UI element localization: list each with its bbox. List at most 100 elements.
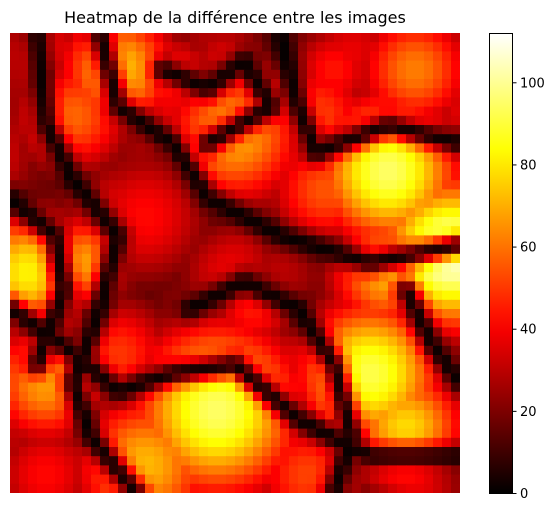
heatmap-cell: [316, 456, 326, 466]
heatmap-cell: [226, 51, 236, 62]
heatmap-cell: [343, 290, 353, 301]
heatmap-cell: [388, 419, 398, 430]
heatmap-cell: [226, 447, 236, 457]
heatmap-cell: [379, 391, 389, 402]
heatmap-cell: [388, 207, 398, 218]
heatmap-cell: [397, 355, 407, 365]
heatmap-cell: [451, 42, 460, 52]
heatmap-cell: [55, 437, 65, 448]
heatmap-cell: [424, 244, 434, 255]
heatmap-cell: [298, 189, 308, 200]
heatmap-cell: [136, 106, 146, 117]
heatmap-cell: [109, 207, 119, 218]
heatmap-cell: [82, 437, 92, 448]
heatmap-cell: [10, 382, 20, 393]
heatmap-cell: [406, 355, 416, 365]
heatmap-cell: [208, 345, 218, 356]
heatmap-cell: [163, 33, 173, 43]
heatmap-cell: [226, 419, 236, 430]
heatmap-cell: [235, 42, 245, 52]
heatmap-cell: [298, 198, 308, 209]
heatmap-cell: [19, 272, 29, 282]
heatmap-cell: [226, 401, 236, 411]
heatmap-cell: [397, 447, 407, 457]
heatmap-cell: [217, 410, 227, 420]
heatmap-cell: [343, 419, 353, 430]
heatmap-cell: [37, 125, 47, 135]
heatmap-cell: [46, 244, 56, 255]
heatmap-cell: [19, 281, 29, 292]
heatmap-cell: [73, 42, 83, 52]
heatmap-cell: [145, 290, 155, 301]
heatmap-cell: [361, 474, 371, 485]
heatmap-cell: [361, 263, 371, 273]
heatmap-cell: [280, 447, 290, 457]
heatmap-cell: [82, 244, 92, 255]
heatmap-cell: [397, 152, 407, 163]
heatmap-cell: [109, 373, 119, 384]
heatmap-cell: [127, 33, 137, 43]
heatmap-cell: [55, 198, 65, 209]
heatmap-cell: [298, 180, 308, 190]
heatmap-cell: [298, 447, 308, 457]
heatmap-cell: [334, 474, 344, 485]
heatmap-cell: [181, 253, 191, 264]
heatmap-cell: [118, 60, 128, 71]
heatmap-cell: [415, 253, 425, 264]
heatmap-cell: [280, 327, 290, 338]
heatmap-cell: [199, 437, 209, 448]
heatmap-cell: [451, 428, 460, 439]
heatmap-cell: [199, 345, 209, 356]
heatmap-cell: [442, 318, 452, 328]
heatmap-cell: [136, 198, 146, 209]
heatmap-cell: [298, 355, 308, 365]
heatmap-cell: [397, 437, 407, 448]
heatmap-cell: [190, 42, 200, 52]
heatmap-cell: [199, 281, 209, 292]
heatmap-cell: [118, 115, 128, 126]
heatmap-cell: [136, 410, 146, 420]
heatmap-cell: [181, 447, 191, 457]
heatmap-cell: [208, 60, 218, 71]
heatmap-cell: [307, 226, 317, 236]
heatmap-cell: [37, 189, 47, 200]
heatmap-cell: [334, 161, 344, 172]
heatmap-cell: [100, 456, 110, 466]
heatmap-cell: [163, 355, 173, 365]
heatmap-cell: [334, 115, 344, 126]
heatmap-cell: [316, 263, 326, 273]
heatmap-cell: [217, 456, 227, 466]
heatmap-cell: [127, 115, 137, 126]
heatmap-cell: [235, 244, 245, 255]
heatmap-cell: [325, 474, 335, 485]
heatmap-cell: [244, 419, 254, 430]
heatmap-cell: [91, 391, 101, 402]
heatmap-cell: [325, 171, 335, 181]
heatmap-cell: [289, 171, 299, 181]
heatmap-cell: [442, 33, 452, 43]
heatmap-cell: [361, 309, 371, 319]
heatmap-cell: [145, 106, 155, 117]
heatmap-cell: [424, 134, 434, 144]
heatmap-cell: [361, 272, 371, 282]
heatmap-cell: [388, 272, 398, 282]
heatmap-cell: [325, 152, 335, 163]
heatmap-cell: [163, 42, 173, 52]
heatmap-cell: [28, 263, 38, 273]
heatmap-cell: [289, 437, 299, 448]
heatmap-cell: [361, 244, 371, 255]
heatmap-cell: [370, 428, 380, 439]
heatmap-cell: [46, 456, 56, 466]
heatmap-cell: [55, 60, 65, 71]
heatmap-cell: [145, 345, 155, 356]
heatmap-cell: [109, 364, 119, 374]
heatmap-cell: [154, 106, 164, 117]
heatmap-cell: [145, 69, 155, 80]
heatmap-cell: [298, 79, 308, 89]
heatmap-cell: [424, 69, 434, 80]
heatmap-cell: [370, 382, 380, 393]
heatmap-cell: [262, 198, 272, 209]
heatmap-cell: [244, 244, 254, 255]
heatmap-cell: [406, 42, 416, 52]
heatmap-cell: [253, 180, 263, 190]
